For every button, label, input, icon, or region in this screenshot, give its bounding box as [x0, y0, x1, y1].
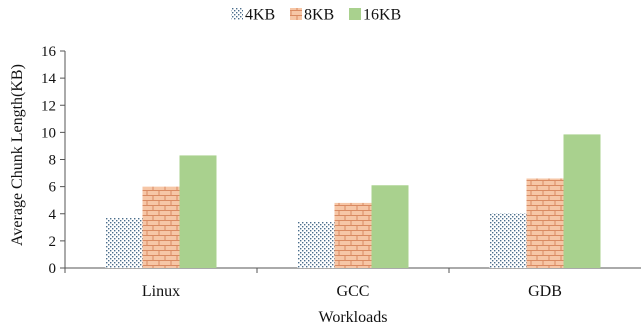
x-category-label: Linux	[142, 283, 180, 300]
y-tick-label: 12	[41, 98, 56, 114]
bar-8kb-gdb	[526, 178, 564, 268]
x-axis-title: Workloads	[319, 309, 388, 326]
y-tick-label: 4	[49, 207, 57, 223]
y-tick-label: 6	[49, 180, 57, 196]
x-category-label: GDB	[528, 283, 562, 300]
legend-item-8kb: 8KB	[290, 7, 334, 24]
bar-16kb-gcc	[371, 185, 409, 268]
y-tick-label: 16	[41, 44, 57, 60]
bar-8kb-gcc	[334, 202, 372, 268]
x-category-label: GCC	[337, 283, 370, 300]
bar-4kb-linux	[105, 217, 143, 268]
legend-swatch	[290, 8, 302, 20]
x-axis-categories: Linux GCC GDB	[64, 268, 562, 300]
y-axis-ticks: 0 2 4 6 8 10 12 14 16	[41, 44, 65, 277]
bars	[105, 134, 601, 268]
bar-4kb-gcc	[297, 221, 335, 268]
legend-swatch	[231, 8, 243, 20]
legend-item-16kb: 16KB	[349, 7, 401, 24]
y-tick-label: 10	[41, 125, 56, 141]
bar-8kb-linux	[142, 186, 180, 268]
legend-label: 16KB	[363, 7, 401, 24]
y-axis-title: Average Chunk Length(KB)	[9, 64, 26, 246]
y-tick-label: 0	[49, 261, 57, 277]
legend-swatch	[349, 8, 361, 20]
bar-16kb-gdb	[563, 134, 601, 268]
legend-label: 8KB	[304, 7, 334, 24]
y-tick-label: 8	[49, 153, 57, 169]
legend: 4KB 8KB 16KB	[231, 7, 401, 24]
bar-4kb-gdb	[489, 213, 527, 268]
legend-item-4kb: 4KB	[231, 7, 275, 24]
legend-label: 4KB	[245, 7, 275, 24]
y-tick-label: 14	[41, 71, 57, 87]
bar-16kb-linux	[179, 155, 217, 268]
y-tick-label: 2	[49, 234, 57, 250]
